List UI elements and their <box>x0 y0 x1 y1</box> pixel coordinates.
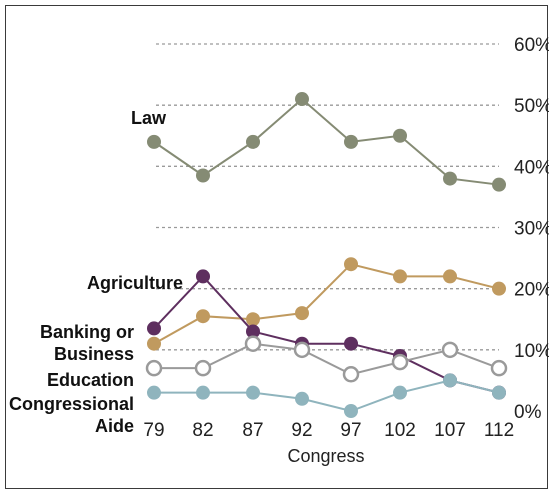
series-line <box>154 379 500 413</box>
data-point <box>147 336 161 351</box>
series-group <box>145 92 508 418</box>
y-tick-label: 60% <box>514 35 549 56</box>
data-point <box>147 321 161 336</box>
gridlines <box>156 43 499 351</box>
y-axis-ticks: 0% 10% 20% 30% 40% 50% 60% <box>514 35 549 423</box>
data-point <box>194 359 212 377</box>
data-point <box>147 385 161 400</box>
data-point <box>295 391 309 406</box>
y-tick-label: 20% <box>514 280 549 301</box>
x-tick-label: 97 <box>340 420 361 441</box>
data-point <box>196 385 210 400</box>
series-label: Aide <box>95 416 134 436</box>
x-axis-ticks: 79 82 87 92 97 102 107 112 <box>143 420 514 441</box>
series-label: Education <box>47 370 134 390</box>
x-tick-label: 102 <box>384 420 416 441</box>
x-tick-label: 92 <box>291 420 312 441</box>
data-point <box>393 269 407 284</box>
data-point <box>443 269 457 284</box>
data-point <box>344 257 358 272</box>
data-point <box>391 353 409 371</box>
series-label: Business <box>54 344 134 364</box>
y-tick-label: 0% <box>514 402 542 423</box>
y-tick-label: 10% <box>514 341 549 362</box>
data-point <box>492 281 506 296</box>
x-axis-title: Congress <box>287 446 364 466</box>
line-chart: 0% 10% 20% 30% 40% 50% 60% 79 82 87 92 97 102 107 112… <box>9 35 549 466</box>
data-point <box>342 366 360 383</box>
series-3 <box>145 335 508 383</box>
data-point <box>393 385 407 400</box>
data-point <box>490 359 508 377</box>
data-point <box>443 171 457 186</box>
data-point <box>196 309 210 324</box>
series-1 <box>147 257 506 351</box>
data-point <box>246 324 260 339</box>
data-point <box>295 92 309 107</box>
x-tick-label: 79 <box>143 420 164 441</box>
data-point <box>145 359 163 377</box>
y-tick-label: 30% <box>514 219 549 240</box>
data-point <box>246 134 260 149</box>
data-point <box>344 336 358 351</box>
series-label: Agriculture <box>87 273 183 293</box>
series-line <box>153 263 500 345</box>
series-4 <box>147 373 506 418</box>
y-tick-label: 50% <box>514 96 549 117</box>
data-point <box>244 335 262 352</box>
data-point <box>196 269 210 284</box>
y-tick-label: 40% <box>514 157 549 178</box>
series-line <box>154 342 500 376</box>
data-point <box>147 134 161 149</box>
data-point <box>344 134 358 149</box>
data-point <box>246 385 260 400</box>
data-point <box>295 306 309 321</box>
data-point <box>246 312 260 327</box>
data-point <box>293 341 311 359</box>
series-line <box>153 97 500 186</box>
data-point <box>441 341 459 359</box>
x-tick-label: 87 <box>242 420 263 441</box>
chart-frame: 0% 10% 20% 30% 40% 50% 60% 79 82 87 92 97 102 107 112… <box>5 5 549 489</box>
series-label: Law <box>131 108 167 128</box>
x-tick-label: 112 <box>484 420 514 441</box>
series-0 <box>147 92 506 192</box>
series-label: Congressional <box>9 394 134 414</box>
data-point <box>492 385 506 400</box>
series-label: Banking or <box>40 322 134 342</box>
x-tick-label: 82 <box>192 420 213 441</box>
x-tick-label: 107 <box>434 420 466 441</box>
data-point <box>344 404 358 418</box>
data-point <box>492 177 506 192</box>
data-point <box>196 168 210 183</box>
data-point <box>393 128 407 143</box>
series-line <box>153 274 500 394</box>
data-point <box>443 373 457 388</box>
